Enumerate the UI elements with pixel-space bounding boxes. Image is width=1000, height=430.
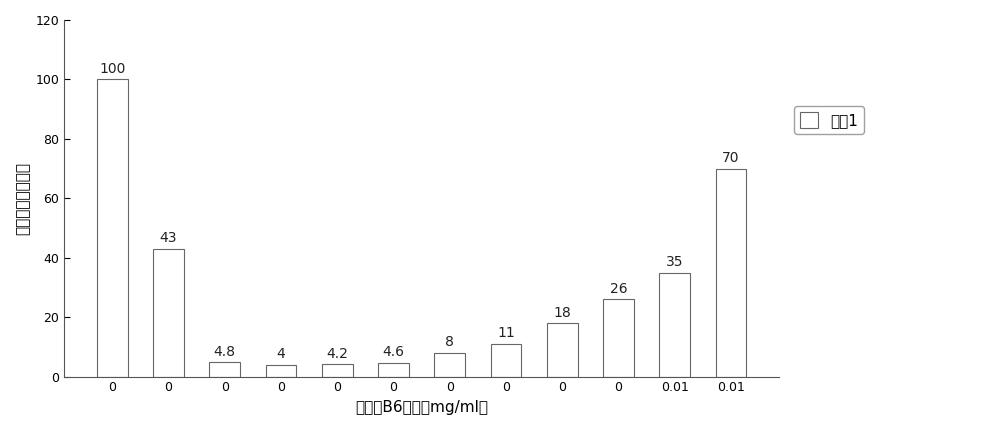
- Bar: [716, 169, 746, 377]
- Text: 4.2: 4.2: [326, 347, 348, 360]
- Text: 35: 35: [666, 255, 684, 269]
- Bar: [209, 362, 240, 377]
- Text: 26: 26: [610, 282, 627, 296]
- Text: 11: 11: [497, 326, 515, 340]
- Bar: [434, 353, 465, 377]
- Bar: [659, 273, 690, 377]
- Text: 4.8: 4.8: [214, 345, 236, 359]
- Bar: [547, 323, 578, 377]
- Text: 8: 8: [445, 335, 454, 349]
- Bar: [378, 363, 409, 377]
- Bar: [603, 299, 634, 377]
- X-axis label: 维生素B6用量（mg/ml）: 维生素B6用量（mg/ml）: [355, 400, 488, 415]
- Bar: [491, 344, 521, 377]
- Text: 43: 43: [160, 231, 177, 245]
- Text: 4: 4: [277, 347, 285, 361]
- Y-axis label: 相对酶活力（％）: 相对酶活力（％）: [15, 162, 30, 235]
- Text: 70: 70: [722, 151, 740, 165]
- Bar: [97, 80, 128, 377]
- Bar: [322, 364, 353, 377]
- Legend: 系列1: 系列1: [794, 106, 864, 134]
- Text: 18: 18: [553, 306, 571, 319]
- Bar: [266, 365, 296, 377]
- Bar: [153, 249, 184, 377]
- Text: 100: 100: [99, 62, 125, 76]
- Text: 4.6: 4.6: [382, 345, 404, 359]
